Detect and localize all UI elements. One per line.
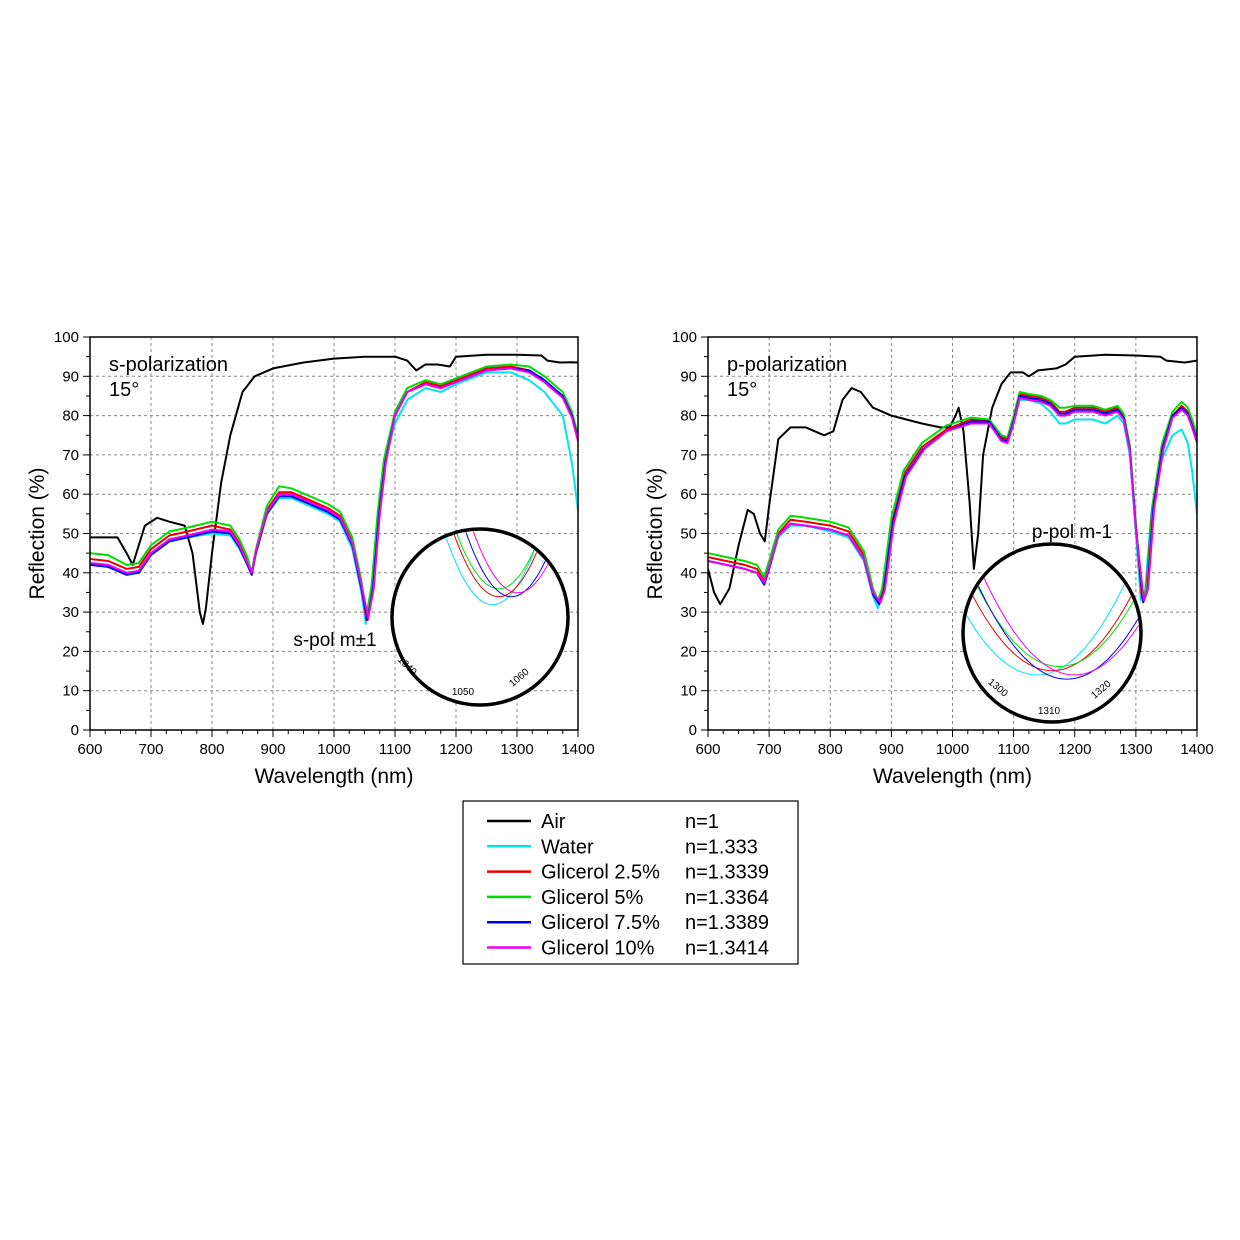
legend-label: Glicerol 10% (541, 938, 655, 960)
legend-label: Glicerol 5% (541, 887, 643, 909)
legend-index: n=1.3364 (685, 887, 769, 909)
inset-curve-glicerol-10 (394, 531, 566, 594)
y-tick-label: 80 (62, 408, 79, 425)
y-tick-label: 30 (680, 604, 697, 621)
x-axis-title: Wavelength (nm) (254, 765, 413, 788)
y-tick-label: 20 (680, 643, 697, 660)
y-tick-label: 50 (680, 526, 697, 543)
y-tick-label: 50 (62, 526, 79, 543)
inset-curve-glicerol-10 (965, 546, 1139, 676)
series-line-glicerol-10 (90, 367, 578, 619)
y-tick-label: 40 (680, 565, 697, 582)
x-tick-label: 1000 (936, 741, 969, 758)
y-tick-label: 40 (62, 565, 79, 582)
inset-curve-glicerol-2-5 (965, 576, 1139, 672)
y-axis-title: Reflection (%) (644, 468, 667, 600)
legend-index: n=1 (685, 811, 719, 833)
x-tick-label: 800 (199, 741, 224, 758)
x-tick-label: 700 (757, 741, 782, 758)
panel-label: 15° (727, 379, 757, 401)
series-line-glicerol-5 (708, 391, 1197, 602)
y-tick-label: 0 (689, 722, 697, 739)
legend-index: n=1.333 (685, 836, 758, 858)
x-tick-label: 600 (695, 741, 720, 758)
legend-label: Glicerol 7.5% (541, 912, 660, 934)
series-line-air (90, 353, 578, 625)
y-tick-label: 0 (71, 722, 79, 739)
x-tick-label: 1000 (317, 741, 350, 758)
y-tick-label: 10 (680, 683, 697, 700)
x-tick-label: 1100 (997, 741, 1029, 758)
y-tick-label: 70 (680, 447, 697, 464)
x-tick-label: 900 (879, 741, 904, 758)
series-group (708, 353, 1197, 610)
x-tick-label: 1200 (1058, 741, 1091, 758)
y-tick-label: 60 (62, 486, 79, 503)
legend-label: Glicerol 2.5% (541, 862, 660, 884)
x-tick-label: 900 (260, 741, 285, 758)
inset-circle (961, 542, 1143, 724)
x-tick-label: 1200 (439, 741, 472, 758)
panel-label: p-polarization (727, 354, 847, 376)
x-tick-label: 1400 (561, 741, 594, 758)
legend-label: Air (541, 811, 566, 833)
x-axis-title: Wavelength (nm) (873, 765, 1032, 788)
legend-index: n=1.3339 (685, 862, 769, 884)
inset-curve-water (965, 546, 1139, 676)
y-tick-label: 90 (62, 368, 79, 385)
x-tick-label: 800 (818, 741, 843, 758)
x-tick-label: 1300 (500, 741, 533, 758)
y-tick-label: 80 (680, 408, 697, 425)
x-tick-label: 700 (138, 741, 163, 758)
x-tick-label: 1100 (379, 741, 411, 758)
inset-tick-label: 1050 (452, 687, 475, 698)
panel-label: s-polarization (109, 354, 228, 376)
y-tick-label: 20 (62, 643, 79, 660)
y-tick-label: 90 (680, 368, 697, 385)
inset-circle (390, 527, 570, 707)
inset-curve-glicerol-7-5 (965, 550, 1139, 680)
p-polarization-panel: 600 700 800 900 1000 1100 1200 1300 1400 0 10 20 30 4… (644, 329, 1214, 788)
panel-label: 15° (109, 379, 139, 401)
series-line-glicerol-10 (708, 396, 1197, 604)
series-line-water (708, 398, 1197, 610)
inset-title: p-pol m-1 (1032, 522, 1112, 543)
s-polarization-panel: 600 700 800 900 1000 1100 1200 1300 1400 0 10 20 30 4… (26, 329, 595, 788)
y-tick-label: 30 (62, 604, 79, 621)
x-tick-label: 1400 (1180, 741, 1213, 758)
legend-label: Water (541, 836, 594, 858)
y-tick-label: 60 (680, 486, 697, 503)
legend-index: n=1.3414 (685, 938, 769, 960)
legend-index: n=1.3389 (685, 912, 769, 934)
y-tick-label: 100 (672, 329, 697, 346)
y-tick-label: 70 (62, 447, 79, 464)
series-line-glicerol-5 (90, 363, 578, 617)
series-group (90, 353, 578, 625)
x-tick-label: 600 (77, 741, 102, 758)
x-tick-label: 1300 (1119, 741, 1152, 758)
y-tick-label: 10 (62, 683, 79, 700)
legend: Air n=1 Water n=1.333 Glicerol 2.5% n=1.3339 G… (462, 800, 799, 965)
inset-curve-glicerol-7-5 (394, 531, 566, 598)
inset-title: s-pol m±1 (293, 630, 376, 651)
y-tick-label: 100 (54, 329, 79, 346)
legend-box (462, 800, 799, 965)
inset-tick-label: 1310 (1038, 706, 1061, 717)
y-axis-title: Reflection (%) (26, 468, 49, 600)
